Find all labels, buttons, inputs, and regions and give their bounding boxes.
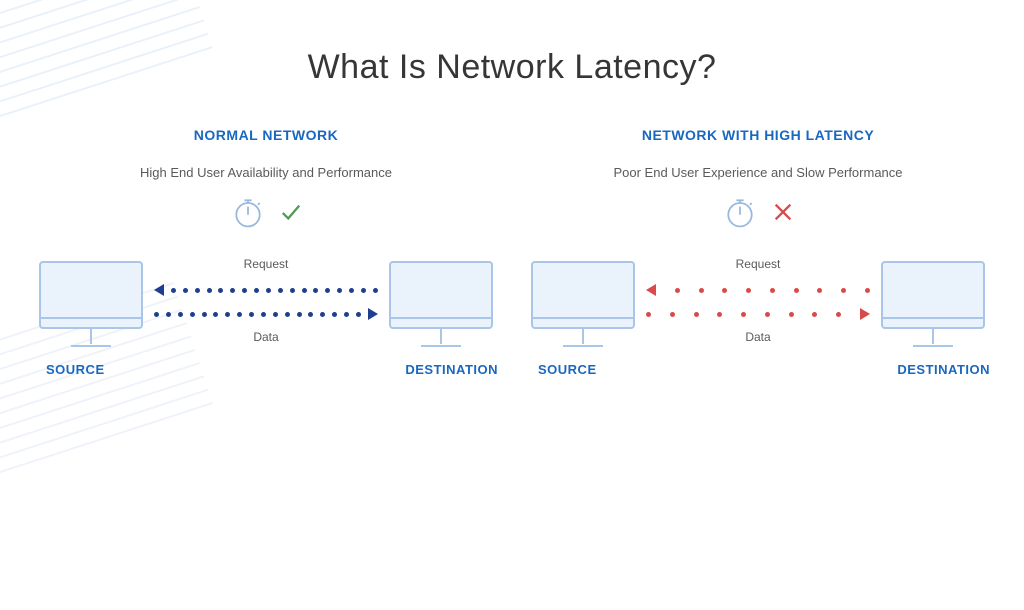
data-label-right: Data [646, 330, 870, 344]
panel-subtitle-left: High End User Availability and Performan… [36, 165, 496, 180]
panel-normal-network: NORMAL NETWORK High End User Availabilit… [36, 127, 496, 390]
source-monitor-icon [36, 258, 146, 353]
panel-heading-left: NORMAL NETWORK [36, 127, 496, 143]
request-label-right: Request [646, 257, 870, 271]
flow-diagram-left: Request Data SOURCE DESTINATION [36, 240, 496, 390]
data-line-right [646, 308, 870, 320]
data-label-left: Data [154, 330, 378, 344]
destination-monitor-icon [386, 258, 496, 353]
check-icon [280, 201, 302, 223]
arrow-zone-right: Request Data [646, 258, 870, 348]
stopwatch-icon [230, 194, 266, 230]
flow-diagram-right: Request Data SOURCE DESTINATION [528, 240, 988, 390]
panels-container: NORMAL NETWORK High End User Availabilit… [0, 87, 1024, 390]
source-label-left: SOURCE [46, 362, 105, 377]
panel-subtitle-right: Poor End User Experience and Slow Perfor… [528, 165, 988, 180]
stopwatch-icon [722, 194, 758, 230]
source-monitor-icon [528, 258, 638, 353]
arrow-zone-left: Request Data [154, 258, 378, 348]
panel-high-latency: NETWORK WITH HIGH LATENCY Poor End User … [528, 127, 988, 390]
panel-heading-right: NETWORK WITH HIGH LATENCY [528, 127, 988, 143]
destination-monitor-icon [878, 258, 988, 353]
destination-label-right: DESTINATION [897, 362, 990, 377]
request-line-left [154, 284, 378, 296]
status-row-left [36, 194, 496, 230]
request-label-left: Request [154, 257, 378, 271]
cross-icon [772, 201, 794, 223]
status-row-right [528, 194, 988, 230]
destination-label-left: DESTINATION [405, 362, 498, 377]
source-label-right: SOURCE [538, 362, 597, 377]
data-line-left [154, 308, 378, 320]
request-line-right [646, 284, 870, 296]
